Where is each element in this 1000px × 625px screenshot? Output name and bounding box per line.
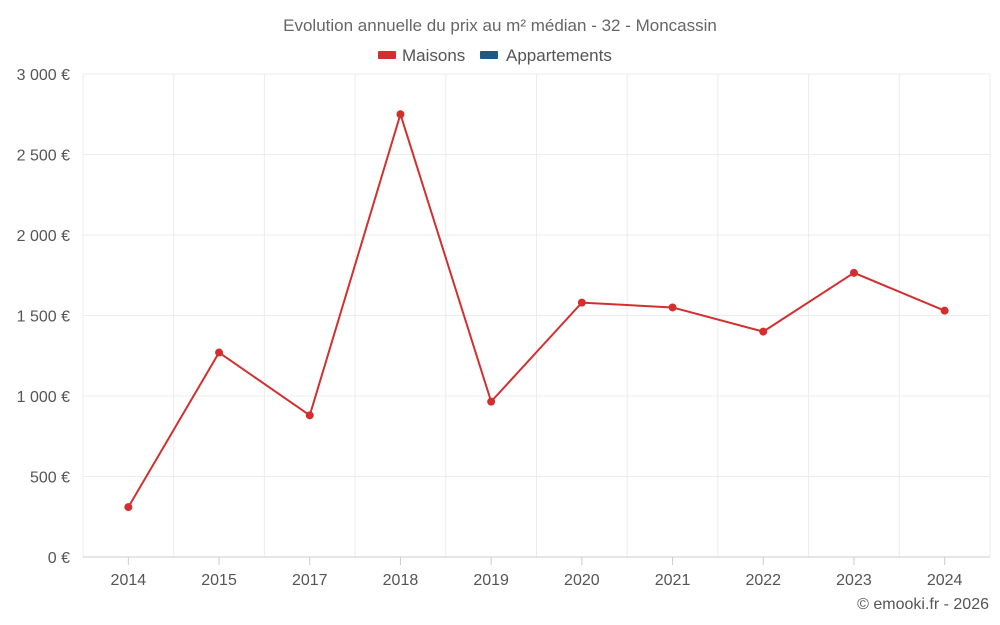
x-axis: 2014 2015 2017 2018 2019 2020 2021 2022 2023 2024 xyxy=(83,556,990,589)
x-tick-label: 2023 xyxy=(836,572,872,589)
y-tick-label: 2 000 € xyxy=(17,228,70,245)
series-line xyxy=(127,113,946,508)
y-tick-label: 1 000 € xyxy=(17,389,70,406)
chart-title: Evolution annuelle du prix au m² médian … xyxy=(283,16,717,35)
legend-swatch-appartements xyxy=(480,51,498,59)
x-tick-label: 2015 xyxy=(201,572,237,589)
data-point[interactable] xyxy=(124,503,133,512)
y-tick-label: 1 500 € xyxy=(17,309,70,326)
legend-item-maisons[interactable]: Maisons xyxy=(378,46,465,65)
y-axis: 0 € 500 € 1 000 € 1 500 € 2 000 € 2 500 € 3 00… xyxy=(17,67,70,567)
data-point[interactable] xyxy=(487,397,496,406)
legend-swatch-maisons xyxy=(378,51,396,59)
x-tick-label: 2014 xyxy=(111,572,147,589)
legend-item-appartements[interactable]: Appartements xyxy=(480,46,612,65)
data-point[interactable] xyxy=(577,298,586,307)
credit-text: © emooki.fr - 2026 xyxy=(857,596,989,613)
legend-label-appartements: Appartements xyxy=(506,46,612,65)
data-point[interactable] xyxy=(396,110,405,119)
y-tick-label: 500 € xyxy=(30,470,70,487)
x-tick-label: 2019 xyxy=(473,572,509,589)
x-tick-label: 2024 xyxy=(927,572,963,589)
series-maisons xyxy=(124,110,949,512)
x-tick-label: 2017 xyxy=(292,572,328,589)
y-tick-label: 2 500 € xyxy=(17,148,70,165)
data-point[interactable] xyxy=(940,306,949,315)
x-tick-label: 2018 xyxy=(383,572,419,589)
x-tick-label: 2022 xyxy=(745,572,781,589)
x-tick-label: 2020 xyxy=(564,572,600,589)
data-point[interactable] xyxy=(759,327,768,336)
y-tick-label: 3 000 € xyxy=(17,67,70,84)
grid xyxy=(82,73,991,557)
x-tick-label: 2021 xyxy=(655,572,691,589)
y-tick-label: 0 € xyxy=(48,550,70,567)
data-point[interactable] xyxy=(305,411,314,420)
data-point[interactable] xyxy=(849,268,858,277)
legend: Maisons Appartements xyxy=(378,46,612,65)
legend-label-maisons: Maisons xyxy=(402,46,465,65)
data-point[interactable] xyxy=(215,348,224,357)
data-point[interactable] xyxy=(668,303,677,312)
